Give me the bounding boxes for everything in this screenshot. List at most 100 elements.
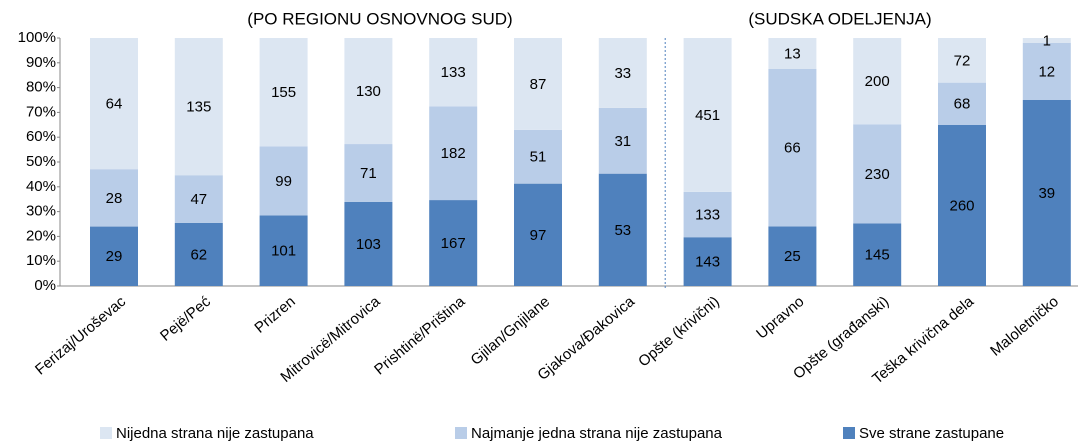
data-label: 230: [865, 166, 890, 183]
x-tick-label: Opšte (krivični): [635, 293, 723, 370]
y-tick-label: 30%: [26, 203, 56, 220]
bar-segment: [683, 38, 732, 192]
x-tick-label: Gjilan/Gnjilane: [467, 293, 553, 369]
data-label: 143: [695, 254, 720, 271]
bar-segment: [429, 38, 478, 107]
y-tick-label: 20%: [26, 227, 56, 244]
legend-swatch: [843, 427, 855, 439]
legend-label: Sve strane zastupane: [859, 425, 1004, 442]
bar-segment: [768, 226, 817, 286]
data-label: 1: [1043, 32, 1051, 49]
bar-segment: [853, 38, 902, 125]
data-label: 64: [106, 96, 123, 113]
data-label: 25: [784, 248, 801, 265]
data-label: 87: [530, 76, 547, 93]
bar-segment: [853, 124, 902, 224]
data-label: 53: [614, 222, 631, 239]
bar-segment: [429, 106, 478, 201]
annotation: (PO REGIONU OSNOVNOG SUD): [247, 9, 512, 28]
annotation: (SUDSKA ODELJENJA): [748, 9, 931, 28]
bar-segment: [259, 215, 308, 286]
bar-segment: [683, 191, 732, 238]
x-tick-label: Prizren: [251, 293, 298, 337]
y-tick-label: 90%: [26, 54, 56, 71]
y-tick-label: 100%: [18, 29, 56, 46]
bar-segment: [514, 38, 562, 130]
data-label: 68: [954, 96, 971, 113]
data-label: 66: [784, 140, 801, 157]
data-label: 33: [614, 65, 631, 82]
data-label: 99: [275, 173, 292, 190]
y-tick-label: 40%: [26, 178, 56, 195]
legend-label: Najmanje jedna strana nije zastupana: [471, 425, 723, 442]
bar-segment: [1022, 100, 1071, 286]
data-label: 200: [865, 73, 890, 90]
bar-segment: [259, 38, 308, 147]
y-tick-label: 80%: [26, 79, 56, 96]
data-label: 101: [271, 243, 296, 260]
y-tick-label: 60%: [26, 128, 56, 145]
data-label: 71: [360, 165, 377, 182]
x-tick-label: Pejë/Peć: [157, 293, 214, 345]
x-tick-label: Maloletničko: [987, 293, 1062, 360]
data-label: 39: [1038, 185, 1055, 202]
data-label: 62: [190, 246, 207, 263]
data-label: 103: [356, 236, 381, 253]
bar-segment: [938, 82, 986, 125]
data-label: 135: [186, 99, 211, 116]
data-label: 260: [949, 197, 974, 214]
data-label: 29: [106, 248, 123, 265]
data-label: 13: [784, 45, 801, 62]
legend-label: Nijedna strana nije zastupana: [116, 425, 314, 442]
data-label: 133: [695, 207, 720, 224]
data-label: 167: [441, 235, 466, 252]
bar-segment: [598, 107, 647, 174]
data-label: 28: [106, 190, 123, 207]
y-tick-label: 0%: [34, 277, 56, 294]
bar-segment: [90, 38, 138, 170]
data-label: 97: [530, 227, 547, 244]
data-label: 182: [441, 145, 466, 162]
data-label: 145: [865, 247, 890, 264]
data-label: 12: [1038, 63, 1055, 80]
x-tick-label: Ferizaj/Uroševac: [32, 293, 130, 379]
bar-segment: [90, 226, 138, 286]
data-label: 451: [695, 107, 720, 124]
y-tick-label: 10%: [26, 252, 56, 269]
bar-segment: [344, 201, 393, 286]
data-label: 72: [954, 52, 971, 69]
data-label: 47: [190, 191, 207, 208]
data-label: 130: [356, 83, 381, 100]
legend-swatch: [100, 427, 112, 439]
bar-segment: [174, 38, 223, 176]
bar-segment: [1022, 42, 1071, 100]
bar-segment: [90, 169, 138, 227]
bar-segment: [598, 173, 647, 286]
y-tick-label: 50%: [26, 153, 56, 170]
bar-segment: [429, 200, 478, 286]
bar-segment: [259, 146, 308, 216]
data-label: 51: [530, 149, 547, 166]
bar-segment: [344, 144, 393, 202]
x-tick-label: Upravno: [753, 293, 807, 342]
bar-segment: [853, 223, 902, 286]
legend-swatch: [455, 427, 467, 439]
bar-segment: [174, 222, 223, 286]
data-label: 155: [271, 84, 296, 101]
bar-segment: [938, 38, 986, 83]
bar-segment: [514, 129, 562, 184]
bar-segment: [938, 124, 986, 286]
bar-segment: [344, 38, 393, 145]
x-tick-label: Prishtinë/Priština: [371, 293, 469, 379]
bar-segment: [1022, 38, 1071, 43]
y-tick-label: 70%: [26, 103, 56, 120]
bar-segment: [768, 38, 817, 69]
bar-segment: [683, 237, 732, 286]
bar-segment: [768, 69, 817, 227]
bar-segment: [514, 183, 562, 286]
bar-segment: [598, 38, 647, 108]
data-label: 133: [441, 64, 466, 81]
data-label: 31: [614, 133, 631, 150]
bar-segment: [174, 175, 223, 223]
